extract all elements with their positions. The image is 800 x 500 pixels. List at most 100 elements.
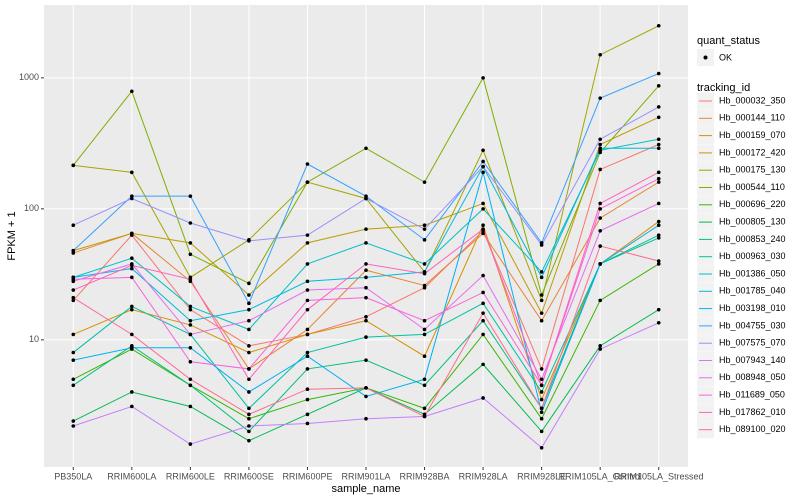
point [481,227,485,231]
point [422,180,427,184]
point [364,295,368,300]
point [71,383,76,388]
point [539,270,544,274]
point [656,236,661,240]
point [656,170,661,175]
point [364,358,368,362]
point [539,377,544,382]
point [71,332,76,337]
point [364,275,368,280]
point [305,262,310,266]
point [656,115,661,120]
point [364,394,368,399]
point [305,298,310,303]
point [247,301,251,306]
point [247,327,251,332]
point [364,196,368,201]
point [305,421,310,426]
point [247,377,251,382]
point [539,410,544,415]
point [364,314,368,319]
point [188,277,193,282]
point [422,383,427,388]
point [656,71,661,76]
x-tick-label: RRIM600LE [166,471,215,481]
point [422,332,427,337]
legend-title: quant_status [697,35,760,47]
point [305,279,310,284]
point [188,194,193,198]
x-tick-label: RRIM600PE [282,471,332,481]
point [422,283,427,288]
legend-label: Hb_000853_240 [719,234,786,244]
point [598,262,602,266]
point [481,76,485,80]
legend-label: Hb_008948_050 [719,372,786,382]
x-tick-label: RRIM928LA [459,471,508,481]
point [656,262,661,266]
point [188,241,193,245]
point [71,248,76,253]
point [305,397,310,402]
point [247,416,251,421]
point [71,277,76,282]
point [71,358,76,362]
point [364,227,368,231]
legend-label: Hb_011689_050 [719,389,785,399]
point [539,390,544,394]
point [598,207,602,211]
point [247,424,251,428]
point [481,273,485,278]
point [364,386,368,390]
point [656,105,661,109]
point [539,318,544,323]
x-tick-label: RRIM105LA_Stressed [614,471,704,481]
point [364,335,368,339]
point [598,298,602,303]
point [305,307,310,312]
point [656,320,661,325]
point [364,285,368,290]
x-tick-label: RRIM105LA_Control [559,471,642,481]
point [71,377,76,382]
point [305,387,310,392]
point [130,89,134,94]
point [130,304,134,309]
point [130,196,134,201]
point [364,318,368,323]
point [598,137,602,142]
point [539,298,544,303]
point [539,445,544,450]
point [656,176,661,181]
point [188,404,193,409]
point [481,223,485,228]
point [305,327,310,332]
point [247,344,251,348]
point [539,275,544,280]
point [71,223,76,228]
point [656,137,661,142]
legend-label: Hb_007575_070 [719,338,786,348]
point [247,350,251,355]
point [305,180,310,184]
point [481,290,485,295]
legend-label: Hb_017862_010 [719,407,786,417]
point [481,231,485,236]
point [656,259,661,263]
point [130,404,134,409]
point [656,142,661,147]
point [598,201,602,206]
point [130,345,134,350]
point [598,344,602,348]
point [598,244,602,248]
point [247,390,251,394]
x-tick-label: RRIM600LA [107,471,156,481]
y-tick-label: 10 [29,334,39,344]
point [656,180,661,184]
point [481,362,485,367]
point [247,412,251,417]
x-tick-label: PB350LA [54,471,92,481]
x-tick-label: RRIM600SE [224,471,274,481]
point [188,345,193,350]
